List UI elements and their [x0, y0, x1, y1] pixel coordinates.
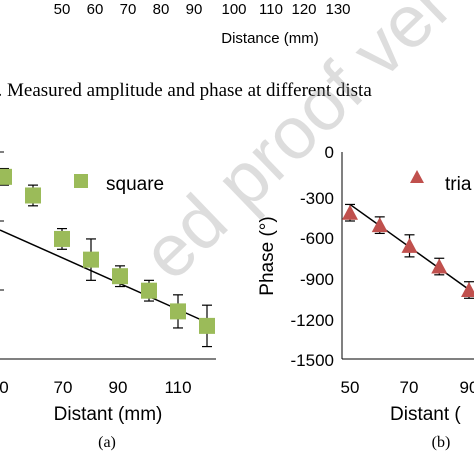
chart-a-panel-label: (a) [98, 434, 116, 451]
chart-b-y-tick: -900 [300, 270, 334, 289]
chart-b-legend-label: tria [445, 174, 472, 195]
chart-a-point [83, 251, 99, 268]
chart-b-x-tick: 50 [341, 378, 360, 397]
top-tick-label: 70 [120, 1, 137, 18]
chart-b: 0 -300 -600 -900 -1200 -1500 Phase (°) 5… [257, 143, 474, 451]
top-tick-label: 100 [221, 1, 246, 18]
chart-b-x-axis-title: Distant ( [390, 404, 461, 425]
chart-a-point [0, 168, 12, 185]
chart-a-point [112, 268, 128, 285]
chart-b-fit-line [349, 203, 474, 295]
chart-a-x-edge-tick: 0 [0, 378, 9, 397]
chart-a-point [25, 187, 41, 204]
top-tick-label: 120 [291, 1, 316, 18]
top-tick-label: 50 [54, 1, 71, 18]
chart-a-legend-marker [74, 174, 88, 188]
figure-caption: 7. Measured amplitude and phase at diffe… [0, 80, 372, 101]
chart-b-point [401, 237, 418, 253]
chart-b-point [371, 217, 388, 233]
top-axis-title: Distance (mm) [221, 30, 319, 47]
chart-a-point [199, 317, 215, 334]
top-tick-label: 110 [259, 1, 283, 18]
chart-a-point [170, 303, 186, 320]
top-tick-label: 130 [325, 1, 350, 18]
chart-b-y-tick: -1200 [291, 311, 334, 330]
chart-b-y-tick: -300 [300, 189, 334, 208]
chart-b-marks [342, 203, 474, 299]
top-tick-label: 80 [153, 1, 170, 18]
chart-b-y-tick: -1500 [291, 351, 334, 370]
chart-a-x-tick: 110 [164, 378, 191, 397]
chart-b-x-tick: 90 [460, 378, 474, 397]
top-tick-label: 60 [87, 1, 104, 18]
chart-a-marks [0, 167, 215, 348]
chart-a: 0 70 90 110 Distant (mm) (a) square [0, 151, 216, 451]
chart-b-y-tick: -600 [300, 229, 334, 248]
chart-b-point [461, 282, 474, 297]
chart-b-legend-marker [410, 170, 424, 183]
chart-b-x-tick: 70 [400, 378, 419, 397]
chart-b-panel-label: (b) [432, 434, 451, 451]
chart-b-y-axis-title: Phase (°) [257, 216, 278, 295]
chart-a-x-tick: 90 [109, 378, 128, 397]
chart-a-x-axis-title: Distant (mm) [54, 404, 163, 425]
chart-b-point [342, 204, 358, 220]
chart-b-y-tick: 0 [325, 143, 334, 162]
chart-a-point [141, 282, 157, 299]
chart-b-point [431, 258, 448, 274]
chart-a-point [54, 230, 70, 247]
top-strip: 50 60 70 80 90 100 110 120 130 Distance … [54, 1, 351, 47]
top-tick-label: 90 [186, 1, 203, 18]
chart-a-x-tick: 70 [54, 378, 73, 397]
chart-a-legend-label: square [106, 174, 164, 195]
